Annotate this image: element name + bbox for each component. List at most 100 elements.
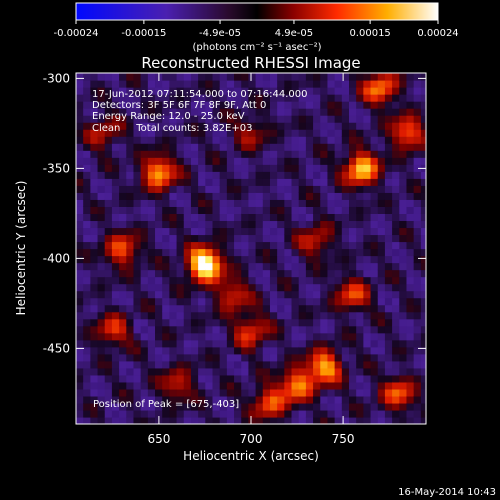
heatmap-cell (284, 416, 293, 424)
heatmap-cell (133, 276, 142, 285)
heatmap-cell (234, 129, 242, 137)
heatmap-cell (298, 115, 307, 123)
heatmap-cell (198, 80, 206, 88)
heatmap-cell (83, 325, 91, 334)
heatmap-cell (298, 143, 307, 151)
heatmap-cell (377, 360, 386, 369)
heatmap-cell (291, 171, 300, 179)
heatmap-cell (255, 304, 264, 313)
heatmap-cell (392, 332, 400, 341)
heatmap-cell (269, 108, 278, 116)
heatmap-cell (341, 157, 350, 165)
heatmap-cell (140, 248, 149, 257)
heatmap-cell (334, 325, 343, 334)
heatmap-cell (212, 332, 221, 341)
heatmap-cell (262, 325, 271, 334)
heatmap-cell (190, 199, 199, 207)
heatmap-cell (169, 388, 178, 397)
heatmap-cell (255, 332, 264, 341)
heatmap-cell (176, 80, 185, 88)
heatmap-cell (241, 283, 250, 292)
heatmap-cell (198, 157, 206, 165)
heatmap-cell (356, 178, 364, 186)
heatmap-cell (384, 213, 393, 222)
heatmap-cell (298, 367, 307, 376)
heatmap-cell (334, 136, 343, 144)
heatmap-cell (83, 206, 91, 214)
heatmap-cell (356, 374, 364, 383)
heatmap-cell (248, 402, 257, 411)
heatmap-cell (384, 346, 393, 355)
heatmap-cell (83, 115, 91, 123)
heatmap-cell (420, 353, 426, 362)
heatmap-cell (234, 234, 242, 243)
heatmap-cell (140, 94, 149, 102)
heatmap-cell (83, 339, 91, 348)
heatmap-cell (356, 276, 364, 285)
heatmap-cell (162, 192, 170, 200)
heatmap-cell (219, 101, 228, 109)
heatmap-cell (248, 297, 257, 306)
heatmap-cell (413, 269, 422, 278)
heatmap-cell (255, 416, 264, 424)
heatmap-cell (169, 115, 178, 123)
x-axis-label: Heliocentric X (arcsec) (183, 449, 319, 463)
heatmap-cell (384, 136, 393, 144)
heatmap-cell (341, 73, 350, 81)
heatmap-cell (76, 325, 84, 334)
heatmap-cell (111, 80, 120, 88)
heatmap-cell (226, 150, 235, 158)
heatmap-cell (104, 276, 113, 285)
heatmap-cell (241, 199, 250, 207)
heatmap-cell (140, 395, 149, 404)
heatmap-cell (255, 87, 264, 95)
heatmap-cell (147, 129, 156, 137)
heatmap-cell (255, 94, 264, 102)
heatmap-cell (406, 269, 415, 278)
heatmap-cell (392, 353, 400, 362)
heatmap-cell (119, 360, 127, 369)
heatmap-cell (241, 346, 250, 355)
heatmap-cell (147, 283, 156, 292)
heatmap-cell (298, 346, 307, 355)
heatmap-cell (111, 220, 120, 229)
heatmap-cell (90, 150, 99, 158)
heatmap-cell (90, 353, 99, 362)
heatmap-cell (370, 199, 379, 207)
heatmap-cell (320, 304, 329, 313)
heatmap-cell (176, 332, 185, 341)
heatmap-cell (384, 325, 393, 334)
heatmap-cell (269, 122, 278, 130)
heatmap-cell (399, 101, 408, 109)
heatmap-cell (104, 332, 113, 341)
heatmap-cell (219, 276, 228, 285)
heatmap-cell (104, 234, 113, 243)
heatmap-cell (111, 108, 120, 116)
heatmap-cell (219, 360, 228, 369)
heatmap-cell (205, 101, 214, 109)
heatmap-cell (262, 381, 271, 390)
heatmap-cell (313, 318, 321, 327)
heatmap-cell (111, 255, 120, 264)
heatmap-cell (212, 206, 221, 214)
heatmap-cell (140, 388, 149, 397)
heatmap-cell (126, 157, 135, 165)
heatmap-cell (234, 339, 242, 348)
heatmap-cell (269, 395, 278, 404)
heatmap-cell (305, 94, 314, 102)
heatmap-cell (313, 311, 321, 320)
heatmap-cell (83, 213, 91, 222)
heatmap-cell (277, 220, 285, 229)
heatmap-cell (413, 199, 422, 207)
heatmap-cell (334, 262, 343, 271)
heatmap-cell (76, 409, 84, 418)
heatmap-cell (334, 213, 343, 222)
heatmap-cell (162, 395, 170, 404)
heatmap-cell (370, 339, 379, 348)
heatmap-cell (413, 87, 422, 95)
heatmap-cell (384, 143, 393, 151)
heatmap-cell (226, 87, 235, 95)
heatmap-cell (291, 346, 300, 355)
heatmap-cell (205, 360, 214, 369)
heatmap-cell (406, 73, 415, 74)
